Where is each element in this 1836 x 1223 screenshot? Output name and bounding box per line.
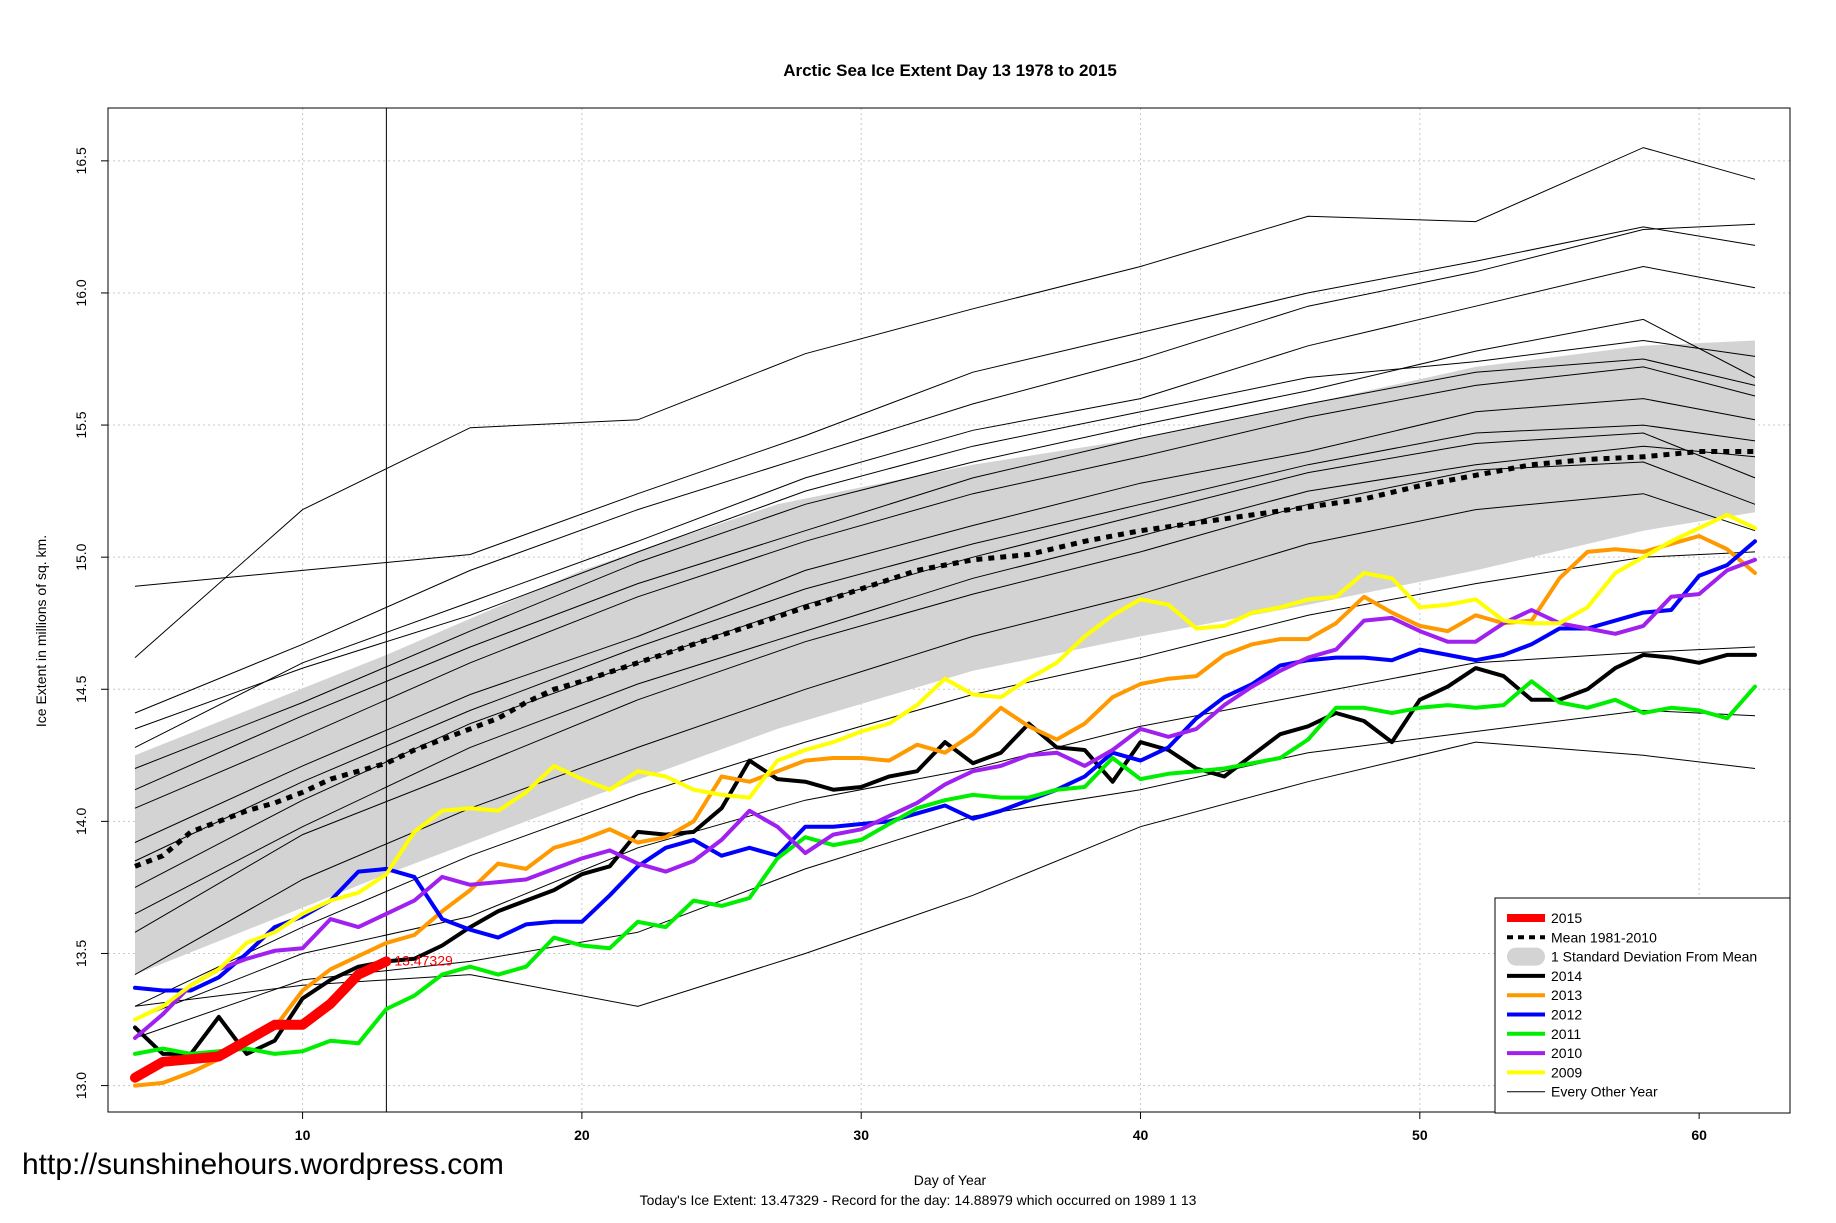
legend-key-band bbox=[1507, 947, 1545, 966]
other-year-line bbox=[134, 461, 1756, 933]
x-axis-label: Day of Year bbox=[914, 1172, 987, 1188]
legend-label: 2009 bbox=[1551, 1064, 1582, 1080]
legend-label: 2012 bbox=[1551, 1007, 1582, 1023]
y-tick-label: 15.5 bbox=[73, 411, 89, 438]
y-tick-label: 14.5 bbox=[73, 675, 89, 702]
other-year-line bbox=[134, 646, 1756, 1020]
other-year-line bbox=[134, 398, 1756, 843]
other-year-line bbox=[134, 709, 1756, 1039]
footer-summary: Today's Ice Extent: 13.47329 - Record fo… bbox=[639, 1192, 1197, 1208]
series-line-y2012 bbox=[133, 539, 1757, 993]
other-year-line bbox=[134, 424, 1756, 862]
chart-title: Arctic Sea Ice Extent Day 13 1978 to 201… bbox=[783, 61, 1117, 80]
y-axis-label: Ice Extent in millions of sq. km. bbox=[33, 535, 49, 727]
other-year-line bbox=[134, 445, 1756, 915]
legend-label: 2013 bbox=[1551, 987, 1582, 1003]
annotation-label: 13.47329 bbox=[394, 953, 453, 969]
legend-label: 2011 bbox=[1551, 1026, 1581, 1042]
y-tick-label: 14.0 bbox=[73, 808, 89, 835]
other-year-line bbox=[134, 147, 1756, 658]
series-line-y2015 bbox=[130, 956, 392, 1083]
legend-label: 2015 bbox=[1551, 910, 1582, 926]
series-line-y2009 bbox=[133, 512, 1757, 1022]
other-year-line bbox=[134, 358, 1756, 791]
x-tick-label: 10 bbox=[295, 1127, 311, 1143]
y-tick-label: 13.0 bbox=[73, 1072, 89, 1099]
other-year-line bbox=[134, 741, 1756, 1007]
other-year-line bbox=[134, 265, 1756, 748]
legend-label: 1 Standard Deviation From Mean bbox=[1551, 949, 1757, 965]
other-year-line bbox=[134, 223, 1756, 714]
series-line-y2013 bbox=[133, 534, 1757, 1088]
y-tick-label: 16.5 bbox=[73, 147, 89, 174]
x-tick-label: 50 bbox=[1412, 1127, 1428, 1143]
other-year-line bbox=[134, 226, 1756, 587]
plot-area: 13.47329 10 20 30 40 50 60 13.0 13.5 14.0 14.5 15.0… bbox=[73, 107, 1791, 1143]
legend: 2015 Mean 1981-2010 1 Standard Deviation F… bbox=[1494, 897, 1791, 1114]
legend-label: Mean 1981-2010 bbox=[1551, 929, 1657, 945]
legend-label: 2010 bbox=[1551, 1045, 1582, 1061]
watermark-url: http://sunshinehours.wordpress.com bbox=[22, 1148, 504, 1181]
other-year-line bbox=[134, 339, 1756, 730]
legend-label: 2014 bbox=[1551, 968, 1582, 984]
series-line-y2011 bbox=[133, 679, 1757, 1056]
plot-frame bbox=[107, 107, 1791, 1113]
legend-label: Every Other Year bbox=[1551, 1084, 1658, 1100]
series-line-y2010 bbox=[133, 557, 1757, 1040]
other-year-line bbox=[134, 318, 1756, 769]
x-tick-label: 40 bbox=[1133, 1127, 1149, 1143]
sd-band bbox=[135, 340, 1755, 975]
x-tick-label: 30 bbox=[853, 1127, 869, 1143]
legend-box bbox=[1494, 897, 1791, 1114]
series-line-y2014 bbox=[133, 652, 1757, 1056]
y-tick-label: 16.0 bbox=[73, 279, 89, 306]
other-year-line bbox=[134, 366, 1756, 809]
x-tick-label: 60 bbox=[1691, 1127, 1707, 1143]
y-tick-label: 13.5 bbox=[73, 940, 89, 967]
y-tick-label: 15.0 bbox=[73, 543, 89, 570]
x-tick-label: 20 bbox=[574, 1127, 590, 1143]
